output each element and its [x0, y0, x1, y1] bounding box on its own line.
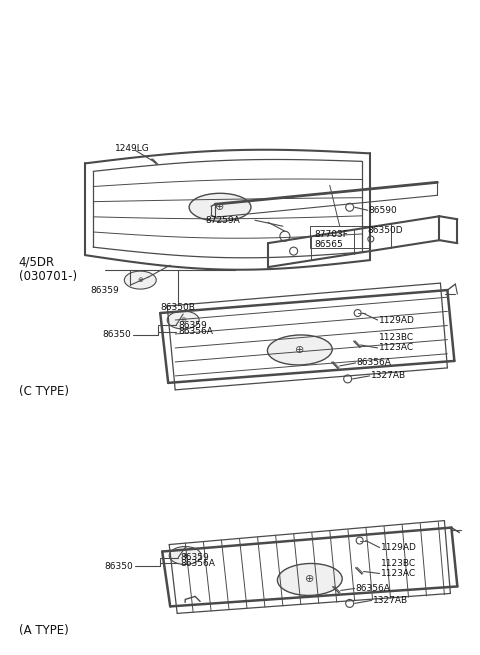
- Text: 86359: 86359: [180, 553, 209, 562]
- Ellipse shape: [277, 563, 342, 595]
- Text: 86565: 86565: [315, 240, 344, 249]
- Text: 1327AB: 1327AB: [371, 371, 406, 381]
- Text: 86359: 86359: [178, 320, 207, 329]
- Text: 1327AB: 1327AB: [372, 596, 408, 605]
- Text: 86590: 86590: [369, 206, 397, 215]
- Text: 1129AD: 1129AD: [379, 316, 414, 324]
- Text: 1129AD: 1129AD: [381, 543, 417, 552]
- Text: (C TYPE): (C TYPE): [19, 385, 69, 398]
- Text: 86356A: 86356A: [356, 584, 391, 593]
- Text: 87703F: 87703F: [315, 230, 348, 238]
- Ellipse shape: [267, 335, 332, 365]
- Text: 1249LG: 1249LG: [115, 144, 150, 153]
- Text: (A TYPE): (A TYPE): [19, 624, 68, 637]
- Text: 86350: 86350: [103, 331, 132, 339]
- Ellipse shape: [189, 193, 251, 221]
- Text: ⊕: ⊕: [180, 317, 186, 323]
- Text: 1123AC: 1123AC: [379, 343, 414, 352]
- Text: ⊕: ⊕: [305, 574, 314, 584]
- Text: ⊕: ⊕: [182, 553, 188, 559]
- Text: 86350B: 86350B: [161, 303, 196, 312]
- Text: ⊕: ⊕: [137, 277, 143, 283]
- Ellipse shape: [169, 546, 201, 565]
- Text: 87259A: 87259A: [205, 215, 240, 225]
- Text: 1123AC: 1123AC: [381, 569, 416, 578]
- Text: 86359: 86359: [90, 286, 119, 295]
- Ellipse shape: [167, 311, 199, 329]
- Text: ⊕: ⊕: [216, 202, 225, 212]
- Text: 86356A: 86356A: [180, 559, 215, 568]
- Text: 86356A: 86356A: [178, 328, 213, 337]
- Text: 1123BC: 1123BC: [379, 333, 414, 343]
- Ellipse shape: [124, 271, 156, 289]
- Text: 86356A: 86356A: [357, 358, 392, 367]
- Text: ⊕: ⊕: [295, 345, 304, 355]
- Text: 4/5DR
(030701-): 4/5DR (030701-): [19, 255, 77, 283]
- Text: 86350D: 86350D: [368, 226, 403, 234]
- Text: 86350: 86350: [105, 562, 133, 571]
- Text: 1123BC: 1123BC: [381, 559, 416, 568]
